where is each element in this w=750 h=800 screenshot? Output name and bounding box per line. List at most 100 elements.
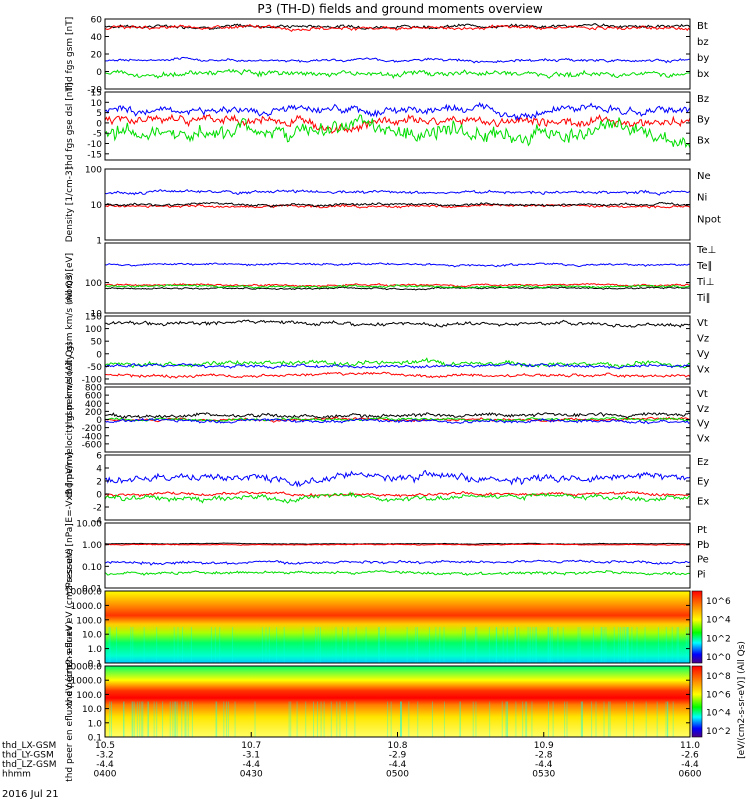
series-line-Bt: [104, 23, 691, 30]
legend-label: by: [697, 53, 709, 64]
y-tick-label: 10.0: [82, 631, 102, 641]
series-line-Pi: [104, 559, 691, 566]
orbit-row-value: 10.5: [95, 741, 115, 751]
legend-label: bz: [697, 37, 709, 48]
series-line-Vt: [104, 411, 691, 420]
panel-8: Pt Pb Pe Pi 10.00 1.00 0.10 0.01 Pressure [nPa]: [65, 520, 709, 595]
y-tick-label: -200: [82, 424, 103, 434]
legend-label: Ne: [697, 171, 711, 182]
orbit-row-label: thd_LZ-GSM: [2, 760, 57, 770]
colorbar-tick-label: 10^0: [706, 653, 731, 663]
legend-label: Ni: [697, 193, 707, 204]
series-line-Vx: [104, 362, 691, 370]
y-tick-label: 100.0: [76, 616, 102, 626]
series-line-Vy: [104, 357, 691, 369]
y-axis-label: thd peer en efluxv eV (cm2-s-sr-eV): [65, 621, 75, 782]
orbit-labels: thd_LX-GSM 10.5 10.7 10.8 10.9 11.0 thd_LY-GSM…: [2, 641, 747, 779]
panel-frame: [104, 315, 691, 385]
legend-label: Pe: [697, 555, 709, 566]
legend-label: Pb: [697, 540, 709, 551]
orbit-row-label: hhmm: [2, 770, 31, 780]
y-tick-label: 800: [85, 384, 102, 394]
series-line-By: [104, 114, 691, 149]
panel-9: 10^6 10^4 10^2 10^0 10000.0 1000.0 100.0 10.0 1.…: [65, 548, 731, 706]
y-tick-label: 20: [91, 51, 103, 61]
panel-7: Ez Ey Ex 6 4 2 0 -2 -4 E=-VxB [mV/m]: [65, 452, 709, 527]
legend-label: Vy: [697, 419, 710, 430]
legend-label: Ez: [697, 457, 709, 468]
y-axis-label: thd peir en efluxv eV (cm2-s-sr-eV): [65, 548, 75, 706]
y-tick-label: -2: [93, 504, 102, 514]
y-tick-label: 1: [96, 237, 102, 247]
orbit-row-label: thd_LX-GSM: [2, 741, 56, 751]
orbit-row-value: 10.7: [241, 741, 261, 751]
y-tick-label: 150: [85, 313, 102, 323]
orbit-row-value: -4.4: [242, 760, 260, 770]
colorbar-tick-label: 10^6: [706, 597, 731, 607]
y-axis-label: E=-VxB [mV/m]: [65, 452, 75, 522]
colorbar: [691, 590, 703, 664]
panel-10: 10^8 10^6 10^4 10^2 10000.0 1000.0 100.0 10.0 1.…: [65, 621, 731, 782]
series-line-Bx: [104, 101, 691, 121]
y-tick-label: 100: [85, 166, 102, 176]
y-tick-label: 200: [85, 408, 102, 418]
series-line-Vx: [104, 417, 691, 425]
y-axis-label: Density [1/cm-3]: [65, 167, 75, 243]
series-line-Ez: [104, 490, 691, 498]
legend-label: Bz: [697, 94, 709, 105]
y-tick-label: 0.01: [82, 585, 102, 595]
legend-label: Te∥: [696, 261, 713, 272]
legend-label: Npot: [697, 214, 721, 225]
y-axis-label: thd fgs gse dsl [nT]: [65, 82, 75, 169]
y-tick-label: 600: [85, 392, 102, 402]
y-tick-label: 1000.0: [71, 602, 103, 612]
series-line-Pe: [104, 570, 691, 576]
orbit-row-value: 0430: [240, 770, 263, 780]
series-line-Vz: [104, 371, 691, 379]
colorbar-tick-label: 10^2: [706, 634, 731, 644]
y-tick-label: 10000.0: [65, 588, 102, 598]
y-tick-label: 100.0: [76, 691, 102, 701]
legend-label: Bt: [697, 21, 708, 32]
series-line-Pt: [104, 542, 691, 545]
y-axis-label: thd fgs gsm [nT]: [65, 17, 75, 92]
colorbar-tick-label: 10^4: [706, 709, 731, 719]
legend-label: Ey: [697, 477, 709, 488]
y-tick-label: 60: [91, 16, 103, 26]
orbit-row-value: 10.9: [534, 741, 554, 751]
series-line-Vy: [104, 416, 691, 423]
colorbar-tick-label: 10^6: [706, 690, 731, 700]
y-tick-label: 100: [85, 279, 102, 289]
series-line-bz: [104, 23, 691, 32]
panel-1: Bt bz by bx 60 40 20 0 -20 thd fgs gsm [nT]: [65, 16, 709, 96]
y-tick-label: -20: [87, 86, 102, 96]
y-tick-label: -400: [82, 432, 103, 442]
orbit-row-value: -4.4: [681, 760, 699, 770]
legend-label: Vy: [697, 349, 710, 360]
y-tick-label: 0: [96, 491, 102, 501]
y-tick-label: 1.0: [88, 719, 103, 729]
y-tick-label: 1.00: [82, 541, 102, 551]
colorbar-tick-label: 10^4: [706, 616, 731, 626]
orbit-row-value: 0530: [532, 770, 555, 780]
y-tick-label: 0.1: [88, 734, 102, 744]
y-tick-label: -600: [82, 440, 103, 450]
orbit-row-value: -4.4: [535, 760, 553, 770]
legend-label: Vx: [697, 365, 710, 376]
y-tick-label: 50: [91, 338, 103, 348]
legend-label: Pt: [697, 525, 707, 536]
orbit-row-value: -2.6: [681, 751, 699, 761]
date-label: 2016 Jul 21: [2, 789, 59, 800]
y-tick-label: 1000.0: [71, 677, 103, 687]
orbit-row-value: -3.2: [96, 751, 114, 761]
series-line-Ni: [104, 201, 691, 208]
legend-label: bx: [697, 69, 709, 80]
y-axis-label: Pressure [nPa]: [65, 523, 75, 588]
y-tick-label: 6: [96, 452, 102, 462]
series-line-by: [104, 68, 690, 79]
y-tick-label: 1.0: [88, 645, 103, 655]
orbit-row-value: -3.1: [242, 751, 260, 761]
